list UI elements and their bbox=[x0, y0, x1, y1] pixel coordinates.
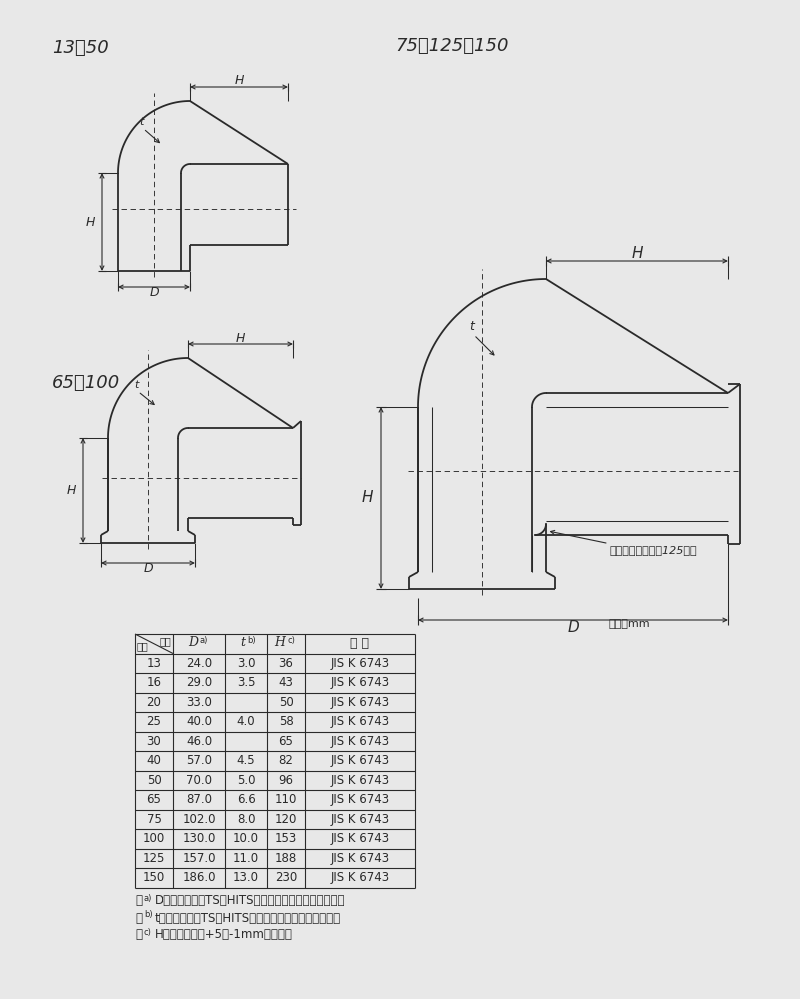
Text: tの許容差は、TS・HITS継手受口共通寸法図による。: tの許容差は、TS・HITS継手受口共通寸法図による。 bbox=[155, 911, 341, 924]
Text: 29.0: 29.0 bbox=[186, 676, 212, 689]
Text: a): a) bbox=[200, 636, 208, 645]
Text: 87.0: 87.0 bbox=[186, 793, 212, 806]
Text: JIS K 6743: JIS K 6743 bbox=[330, 852, 390, 865]
Text: 100: 100 bbox=[143, 832, 165, 845]
Text: a): a) bbox=[144, 893, 152, 902]
Text: t: t bbox=[469, 320, 474, 333]
Text: 186.0: 186.0 bbox=[182, 871, 216, 884]
Text: 150: 150 bbox=[143, 871, 165, 884]
Text: 注: 注 bbox=[135, 928, 142, 941]
Text: 記号: 記号 bbox=[159, 636, 171, 646]
Text: JIS K 6743: JIS K 6743 bbox=[330, 656, 390, 669]
Text: コーナーリブは、125のみ: コーナーリブは、125のみ bbox=[609, 545, 697, 555]
Text: 25: 25 bbox=[146, 715, 162, 728]
Text: H: H bbox=[234, 75, 244, 88]
Text: JIS K 6743: JIS K 6743 bbox=[330, 695, 390, 708]
Text: 4.0: 4.0 bbox=[237, 715, 255, 728]
Text: D: D bbox=[188, 636, 198, 649]
Text: t: t bbox=[134, 381, 138, 391]
Text: 5.0: 5.0 bbox=[237, 774, 255, 787]
Text: 130.0: 130.0 bbox=[182, 832, 216, 845]
Text: t: t bbox=[240, 636, 245, 649]
Text: 120: 120 bbox=[275, 813, 297, 826]
Text: 75: 75 bbox=[146, 813, 162, 826]
Text: 43: 43 bbox=[278, 676, 294, 689]
Text: H: H bbox=[86, 216, 95, 229]
Text: 70.0: 70.0 bbox=[186, 774, 212, 787]
Text: JIS K 6743: JIS K 6743 bbox=[330, 774, 390, 787]
Text: 50: 50 bbox=[278, 695, 294, 708]
Text: 30: 30 bbox=[146, 734, 162, 747]
Text: 4.5: 4.5 bbox=[237, 754, 255, 767]
Text: JIS K 6743: JIS K 6743 bbox=[330, 715, 390, 728]
Text: 3.0: 3.0 bbox=[237, 656, 255, 669]
Text: 16: 16 bbox=[146, 676, 162, 689]
Text: 157.0: 157.0 bbox=[182, 852, 216, 865]
Text: 153: 153 bbox=[275, 832, 297, 845]
Text: 40.0: 40.0 bbox=[186, 715, 212, 728]
Text: D: D bbox=[149, 287, 159, 300]
Text: b): b) bbox=[144, 910, 153, 919]
Text: H: H bbox=[66, 484, 76, 497]
Text: 57.0: 57.0 bbox=[186, 754, 212, 767]
Text: JIS K 6743: JIS K 6743 bbox=[330, 871, 390, 884]
Text: H: H bbox=[274, 636, 285, 649]
Text: JIS K 6743: JIS K 6743 bbox=[330, 793, 390, 806]
Text: D: D bbox=[143, 562, 153, 575]
Text: 75・125・150: 75・125・150 bbox=[395, 37, 509, 55]
Text: 13: 13 bbox=[146, 656, 162, 669]
Text: 46.0: 46.0 bbox=[186, 734, 212, 747]
Text: 82: 82 bbox=[278, 754, 294, 767]
Text: 単位：mm: 単位：mm bbox=[608, 619, 650, 629]
Text: b): b) bbox=[247, 636, 256, 645]
Text: JIS K 6743: JIS K 6743 bbox=[330, 676, 390, 689]
Text: 40: 40 bbox=[146, 754, 162, 767]
Text: 102.0: 102.0 bbox=[182, 813, 216, 826]
Text: JIS K 6743: JIS K 6743 bbox=[330, 754, 390, 767]
Text: 20: 20 bbox=[146, 695, 162, 708]
Text: 呼径: 呼径 bbox=[137, 641, 149, 651]
Text: 58: 58 bbox=[278, 715, 294, 728]
Text: c): c) bbox=[287, 636, 295, 645]
Text: 50: 50 bbox=[146, 774, 162, 787]
Text: 230: 230 bbox=[275, 871, 297, 884]
Text: Hの許容差は、+5／-1mmとする。: Hの許容差は、+5／-1mmとする。 bbox=[155, 928, 293, 941]
Text: 24.0: 24.0 bbox=[186, 656, 212, 669]
Text: 36: 36 bbox=[278, 656, 294, 669]
Text: 65・100: 65・100 bbox=[52, 374, 120, 392]
Text: 125: 125 bbox=[143, 852, 165, 865]
Text: 13～50: 13～50 bbox=[52, 39, 109, 57]
Text: 11.0: 11.0 bbox=[233, 852, 259, 865]
Text: 6.6: 6.6 bbox=[237, 793, 255, 806]
Text: 注: 注 bbox=[135, 894, 142, 907]
Text: 33.0: 33.0 bbox=[186, 695, 212, 708]
Text: 65: 65 bbox=[278, 734, 294, 747]
Text: Dの許容差は、TS・HITS継手受口共通寸法図による。: Dの許容差は、TS・HITS継手受口共通寸法図による。 bbox=[155, 894, 346, 907]
Text: 13.0: 13.0 bbox=[233, 871, 259, 884]
Text: H: H bbox=[631, 246, 642, 261]
Text: H: H bbox=[362, 491, 373, 505]
Text: t: t bbox=[139, 117, 143, 127]
Text: 188: 188 bbox=[275, 852, 297, 865]
Text: 65: 65 bbox=[146, 793, 162, 806]
Text: 8.0: 8.0 bbox=[237, 813, 255, 826]
Text: 注: 注 bbox=[135, 911, 142, 924]
Text: 3.5: 3.5 bbox=[237, 676, 255, 689]
Text: JIS K 6743: JIS K 6743 bbox=[330, 734, 390, 747]
Text: JIS K 6743: JIS K 6743 bbox=[330, 813, 390, 826]
Text: 110: 110 bbox=[275, 793, 297, 806]
Text: 10.0: 10.0 bbox=[233, 832, 259, 845]
Text: D: D bbox=[567, 620, 579, 635]
Text: c): c) bbox=[144, 927, 152, 936]
Text: JIS K 6743: JIS K 6743 bbox=[330, 832, 390, 845]
Text: 96: 96 bbox=[278, 774, 294, 787]
Text: 規 格: 規 格 bbox=[350, 637, 370, 650]
Text: H: H bbox=[236, 332, 245, 345]
